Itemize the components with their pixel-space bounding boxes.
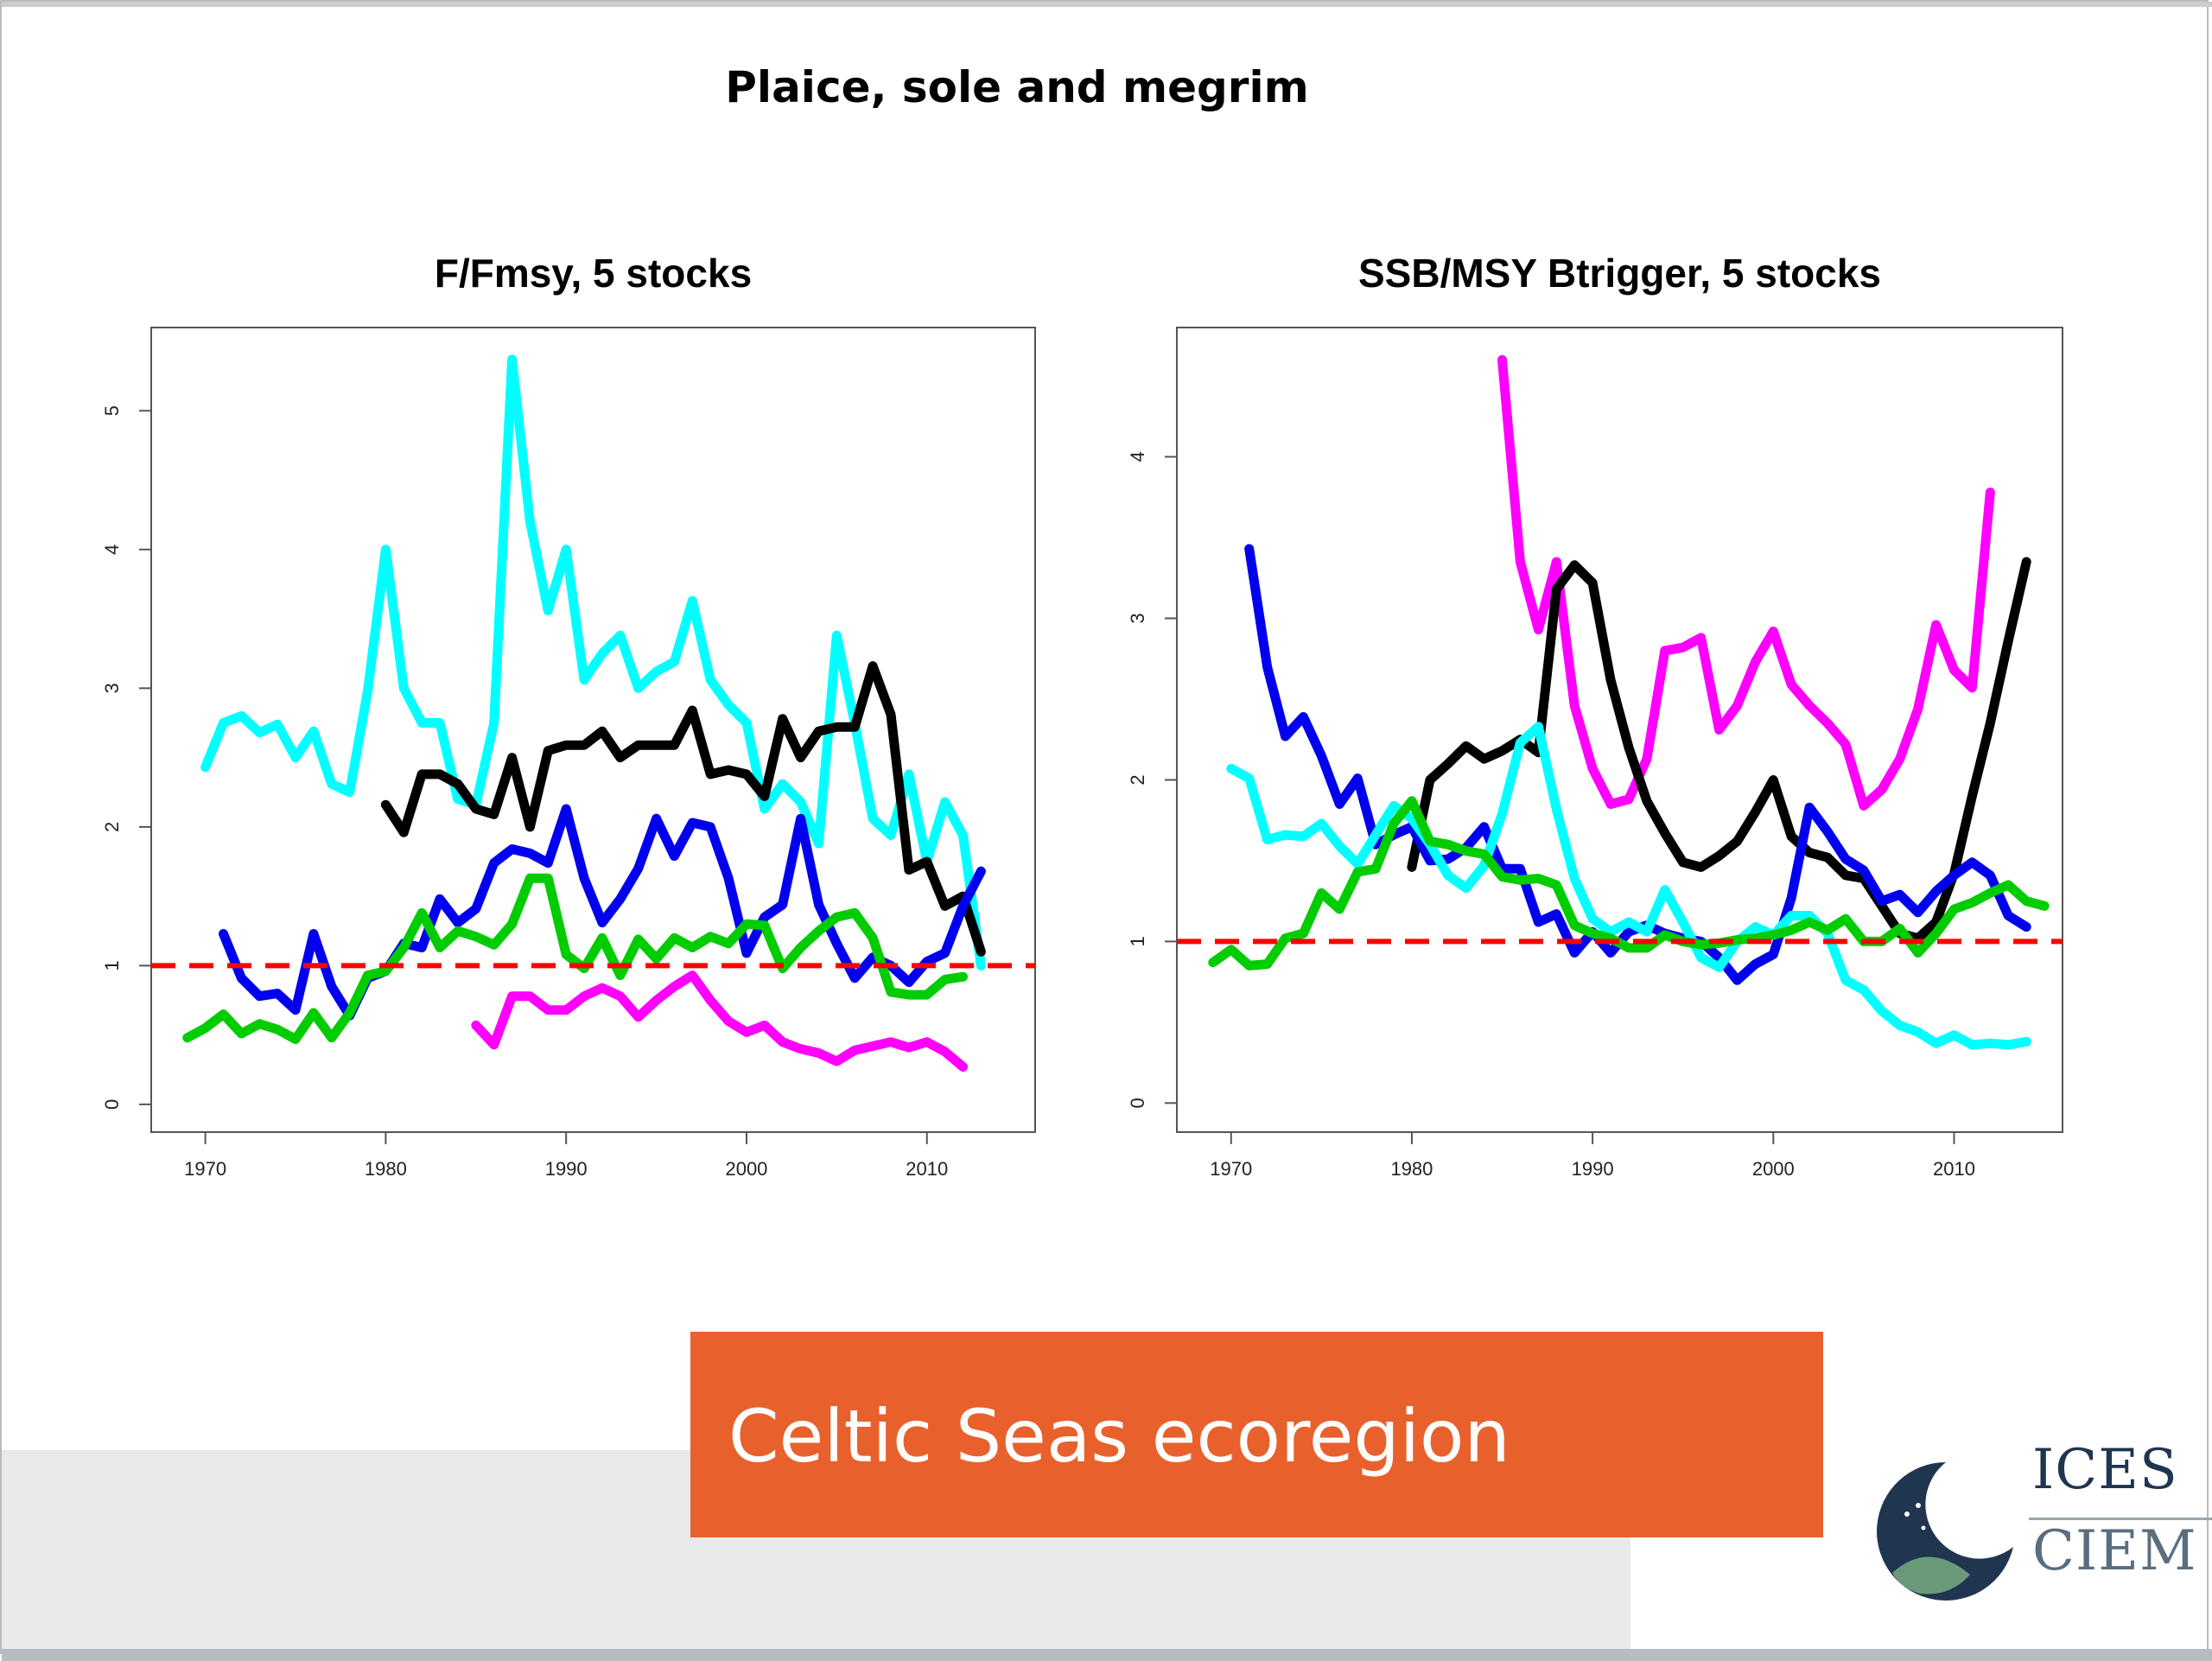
chart-2-xtick-label-2000: 2000 <box>1752 1158 1795 1180</box>
ices-emblem-icon <box>1877 1462 2013 1601</box>
chart-2-series-green <box>1208 796 2050 971</box>
chart-1-xtick-label-2000: 2000 <box>725 1158 767 1180</box>
top-border <box>2 2 2212 7</box>
chart-1-xtick-label-2010: 2010 <box>906 1158 948 1180</box>
chart-1-title: F/Fmsy, 5 stocks <box>435 251 752 296</box>
chart-1-series-black <box>380 661 986 957</box>
ecoregion-banner: Celtic Seas ecoregion <box>690 1332 1823 1537</box>
chart-1-series-magenta <box>471 971 968 1072</box>
ices-logo: ICES CIEM <box>1868 1436 2212 1609</box>
chart-2-series-black <box>1407 557 2031 944</box>
chart-2-xtick-label-1990: 1990 <box>1572 1158 1614 1180</box>
chart-2-series-magenta <box>1497 354 1995 811</box>
chart-1-frame <box>150 327 1036 1133</box>
chart-1-series-green <box>182 873 968 1044</box>
chart-2-ytick-label-2: 2 <box>1127 774 1148 785</box>
chart-2-xtick-label-2010: 2010 <box>1933 1158 1975 1180</box>
chart-2-title: SSB/MSY Btrigger, 5 stocks <box>1358 251 1881 296</box>
chart-2-ytick-label-4: 4 <box>1127 451 1148 461</box>
chart-1-ytick-label-0: 0 <box>101 1099 123 1110</box>
chart-2-xtick-label-1980: 1980 <box>1390 1158 1433 1180</box>
logo-text-top: ICES <box>2032 1438 2178 1502</box>
chart-2-ytick-label-1: 1 <box>1127 936 1148 946</box>
chart-1-series-cyan <box>200 354 986 971</box>
chart-2-ytick-label-0: 0 <box>1127 1098 1148 1108</box>
chart-1-ytick-label-4: 4 <box>101 544 123 555</box>
chart-2-ytick-label-3: 3 <box>1127 613 1148 623</box>
chart-1-ytick-label-1: 1 <box>101 960 123 971</box>
chart-1-ytick-label-3: 3 <box>101 683 123 693</box>
bottom-border <box>2 1649 2212 1661</box>
chart-1-ytick-label-2: 2 <box>101 822 123 832</box>
chart-1-xtick-label-1980: 1980 <box>365 1158 407 1180</box>
chart-1-xtick-label-1990: 1990 <box>545 1158 588 1180</box>
logo-text-bottom: CIEM <box>2032 1519 2197 1583</box>
chart-2-xtick-label-1970: 1970 <box>1210 1158 1252 1180</box>
chart-2-series-cyan <box>1226 722 2031 1050</box>
chart-1-ytick-label-5: 5 <box>101 405 123 416</box>
chart-1-xtick-label-1970: 1970 <box>184 1158 226 1180</box>
banner-text: Celtic Seas ecoregion <box>728 1394 1510 1479</box>
logo-divider <box>2029 1518 2212 1520</box>
chart-2-frame <box>1176 327 2063 1133</box>
slide-title: Plaice, sole and megrim <box>725 62 1309 112</box>
